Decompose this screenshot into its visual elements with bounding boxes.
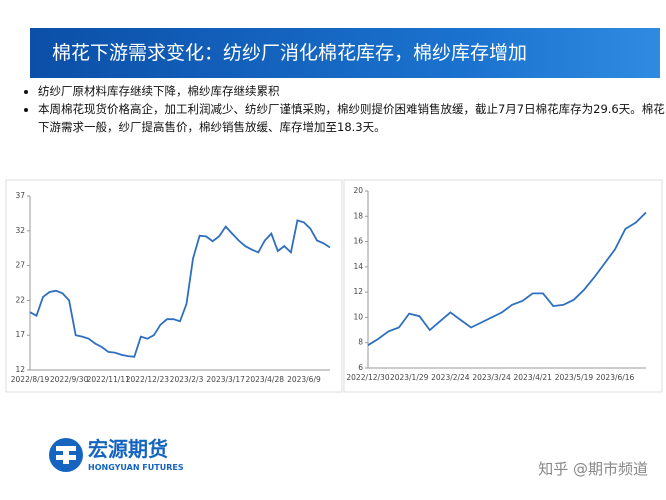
data-line [29,219,331,358]
y-tick-label: 27 [15,261,25,270]
x-tick-label: 2023/2/3 [170,375,204,384]
y-tick-label: 10 [353,312,363,321]
x-tick-label: 2022/8/19 [11,375,50,384]
y-tick-label: 12 [15,365,25,374]
watermark: 知乎 @期市频道 [538,460,648,478]
y-tick-label: 32 [15,226,25,235]
slide-title: 棉花下游需求变化：纺纱厂消化棉花库存，棉纱库存增加 [30,28,660,78]
logo-english: HONGYUAN FUTURES [88,463,184,472]
y-tick-label: 12 [353,287,363,296]
x-tick-label: 2023/4/28 [246,375,285,384]
x-tick-label: 2022/12/23 [126,375,169,384]
y-tick-label: 18 [353,211,363,220]
bullet: 本周棉花现货价格高企，加工利润减少、纺纱厂谨慎采购，棉纱则提价困难销售放缓，截止… [38,100,666,136]
y-tick-label: 6 [358,363,363,372]
x-tick-label: 2023/3/24 [472,373,511,382]
y-tick-label: 16 [353,237,363,246]
x-tick-label: 2023/6/9 [287,375,321,384]
x-tick-label: 2022/11/11 [87,375,130,384]
bullet: 纺纱厂原材料库存继续下降，棉纱库存继续累积 [38,82,666,100]
bullet-list: 纺纱厂原材料库存继续下降，棉纱库存继续累积 本周棉花现货价格高企，加工利润减少、… [14,82,666,136]
logo-icon [49,438,83,472]
logo-name: 宏源期货 [88,437,168,461]
y-tick-label: 22 [15,295,25,304]
y-tick-label: 20 [353,186,363,195]
chart-frame [343,179,663,393]
x-tick-label: 2023/2/24 [431,373,470,382]
y-tick-label: 14 [353,262,363,271]
y-tick-label: 8 [358,338,363,347]
x-tick-label: 2023/1/29 [390,373,429,382]
x-tick-label: 2023/6/16 [596,373,635,382]
x-tick-label: 2022/9/30 [50,375,89,384]
x-tick-label: 2022/12/30 [346,373,389,382]
y-tick-label: 17 [15,330,25,339]
y-tick-label: 37 [15,191,25,200]
data-line [367,211,647,346]
chart-frame [5,179,343,393]
x-tick-label: 2023/3/17 [206,375,245,384]
x-tick-label: 2023/5/19 [555,373,594,382]
x-tick-label: 2023/4/21 [514,373,553,382]
